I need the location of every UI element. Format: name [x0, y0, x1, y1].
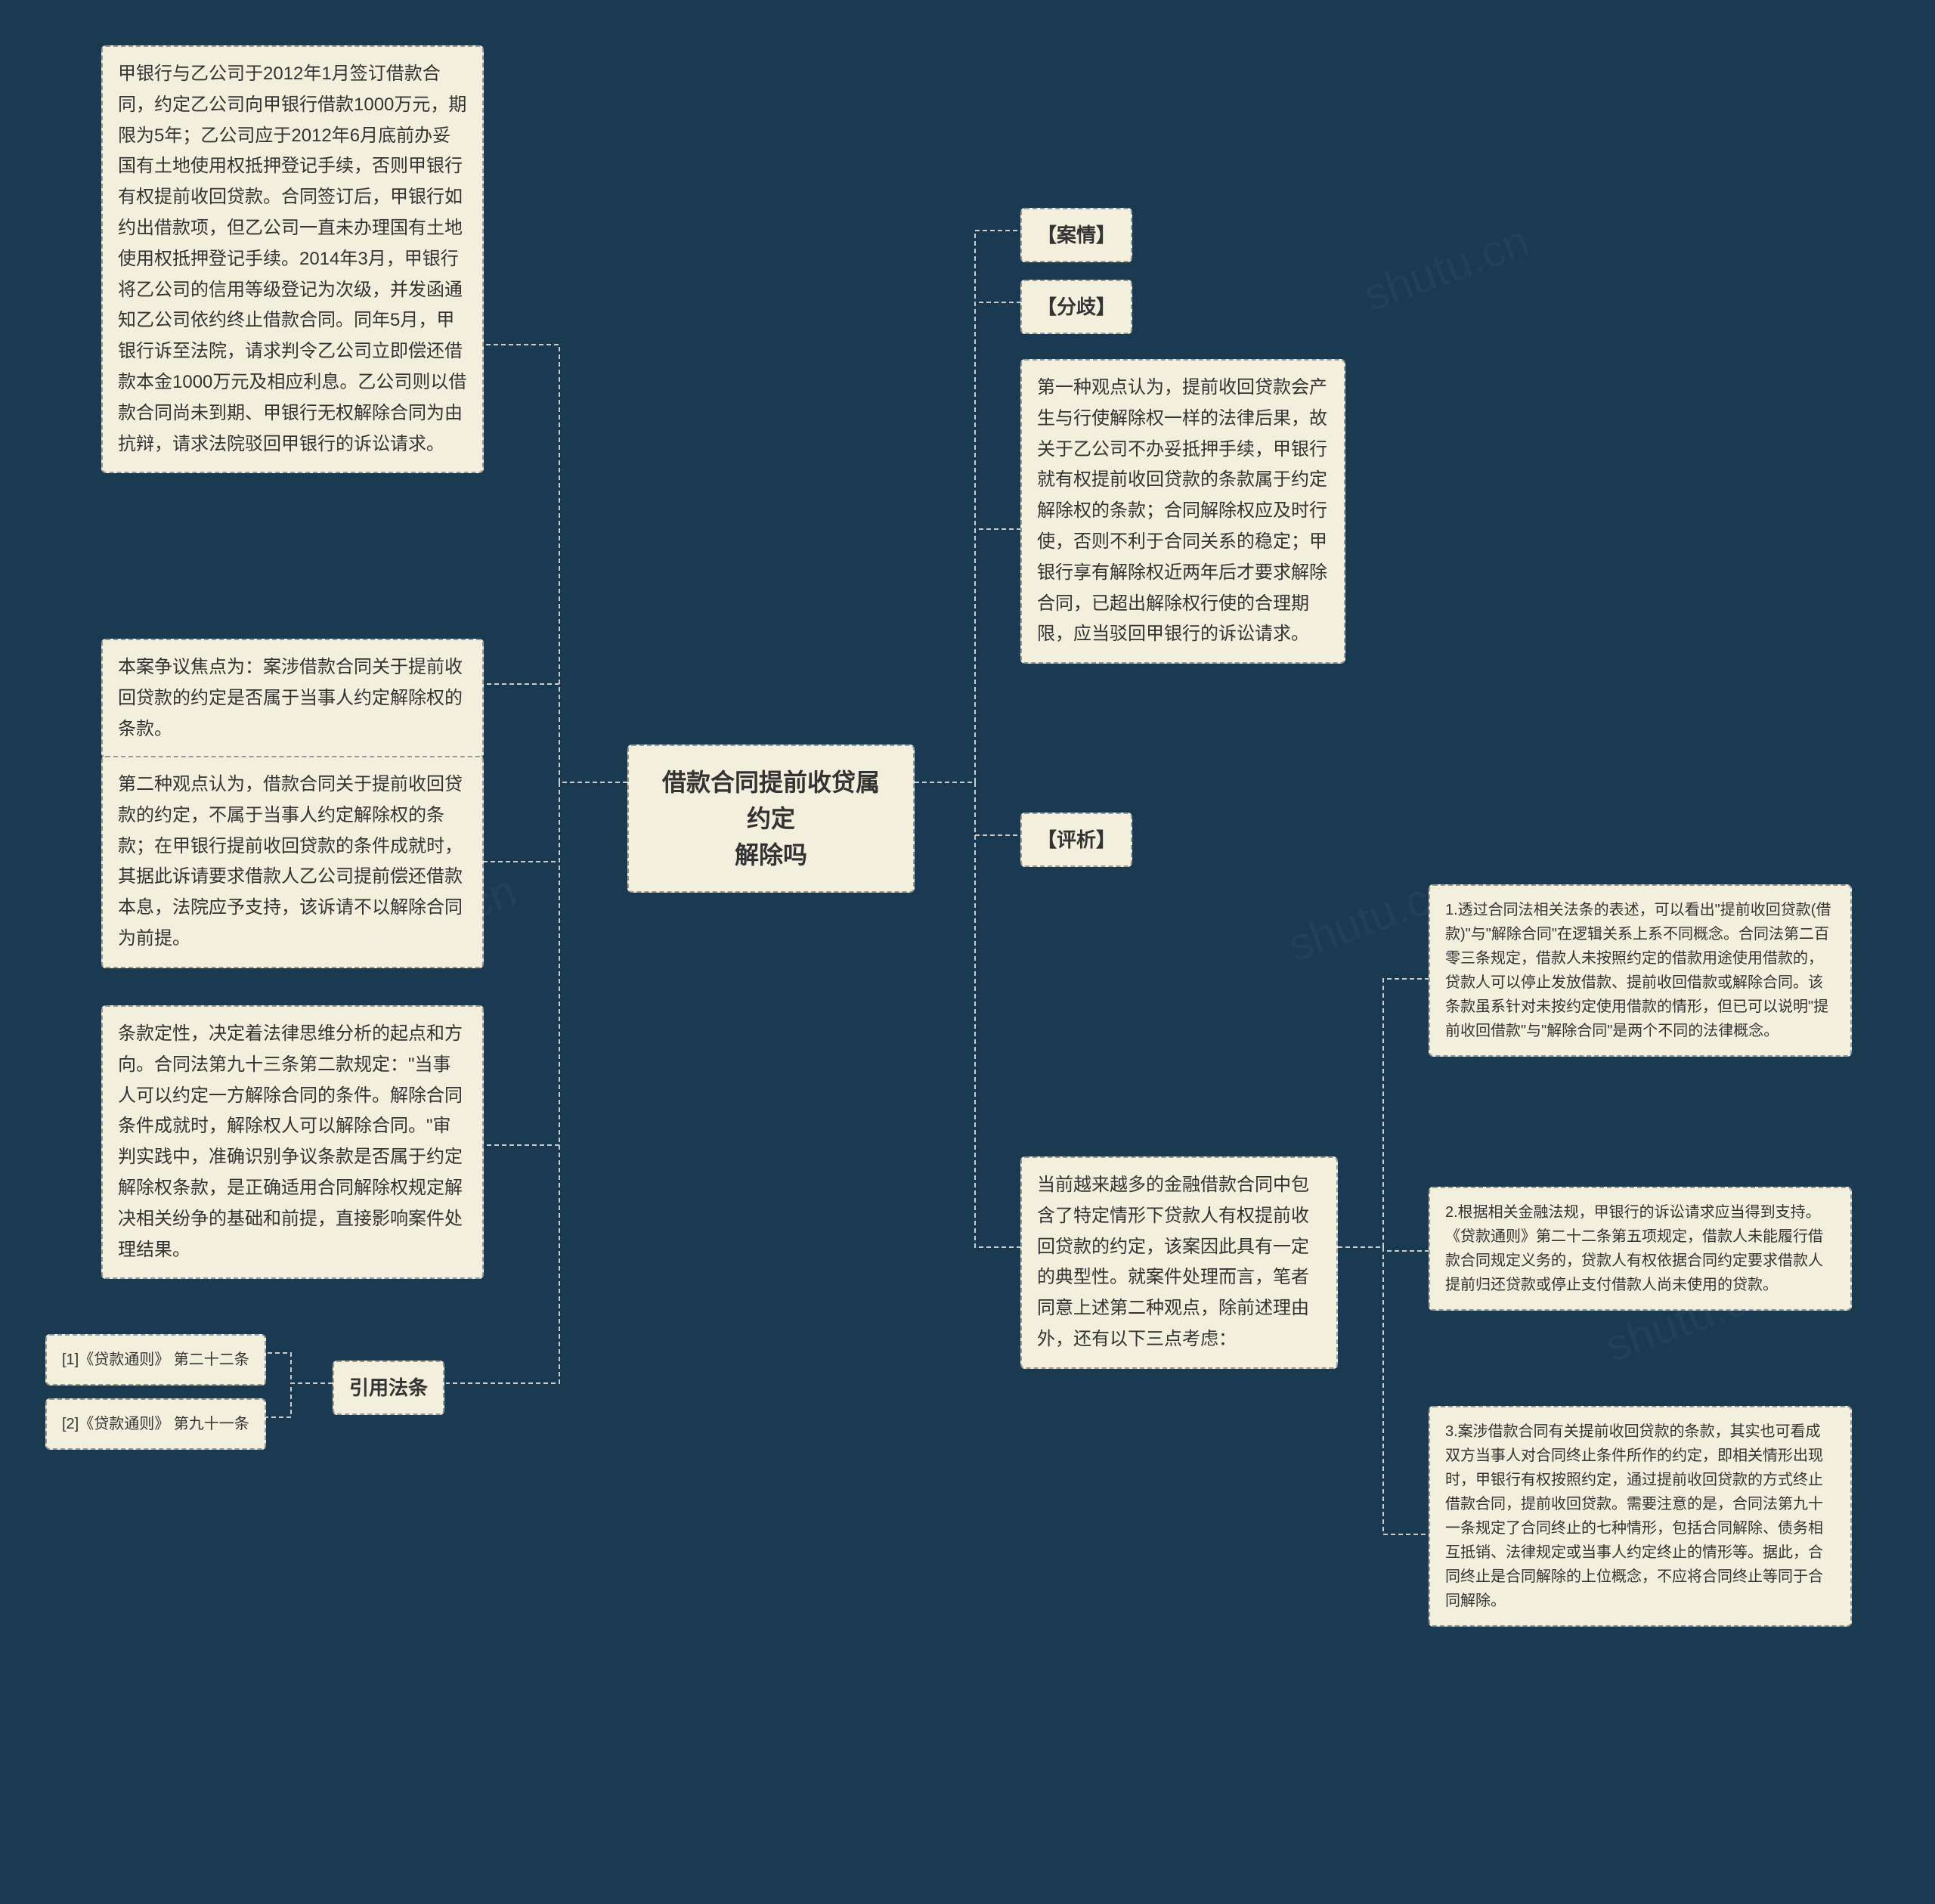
center-node: 借款合同提前收贷属约定 解除吗 [627, 745, 915, 893]
center-title-line1: 借款合同提前收贷属约定 [662, 769, 880, 832]
right-point-2: 2.根据相关金融法规，甲银行的诉讼请求应当得到支持。《贷款通则》第二十二条第五项… [1429, 1187, 1852, 1311]
left-case-text: 甲银行与乙公司于2012年1月签订借款合同，约定乙公司向甲银行借款1000万元，… [101, 45, 484, 473]
left-view2: 第二种观点认为，借款合同关于提前收回贷款的约定，不属于当事人约定解除权的条款；在… [101, 756, 484, 968]
watermark: shutu.cn [1357, 214, 1536, 321]
right-view1: 第一种观点认为，提前收回贷款会产生与行使解除权一样的法律后果，故关于乙公司不办妥… [1020, 359, 1345, 664]
right-point-3: 3.案涉借款合同有关提前收回贷款的条款，其实也可看成双方当事人对合同终止条件所作… [1429, 1406, 1852, 1627]
right-point-1: 1.透过合同法相关法条的表述，可以看出"提前收回贷款(借款)"与"解除合同"在逻… [1429, 884, 1852, 1057]
left-cite-2: [2]《贷款通则》 第九十一条 [45, 1398, 266, 1450]
left-cite-label: 引用法条 [333, 1361, 444, 1415]
left-dispute-text: 本案争议焦点为：案涉借款合同关于提前收回贷款的约定是否属于当事人约定解除权的条款… [101, 639, 484, 758]
left-cite-1: [1]《贷款通则》 第二十二条 [45, 1334, 266, 1385]
left-analysis-text: 条款定性，决定着法律思维分析的起点和方向。合同法第九十三条第二款规定："当事人可… [101, 1005, 484, 1279]
right-label-analysis: 【评析】 [1020, 813, 1132, 867]
right-conclusion: 当前越来越多的金融借款合同中包含了特定情形下贷款人有权提前收回贷款的约定，该案因… [1020, 1156, 1338, 1369]
center-title-line2: 解除吗 [735, 841, 807, 868]
right-label-case: 【案情】 [1020, 208, 1132, 262]
right-label-dispute: 【分歧】 [1020, 280, 1132, 334]
